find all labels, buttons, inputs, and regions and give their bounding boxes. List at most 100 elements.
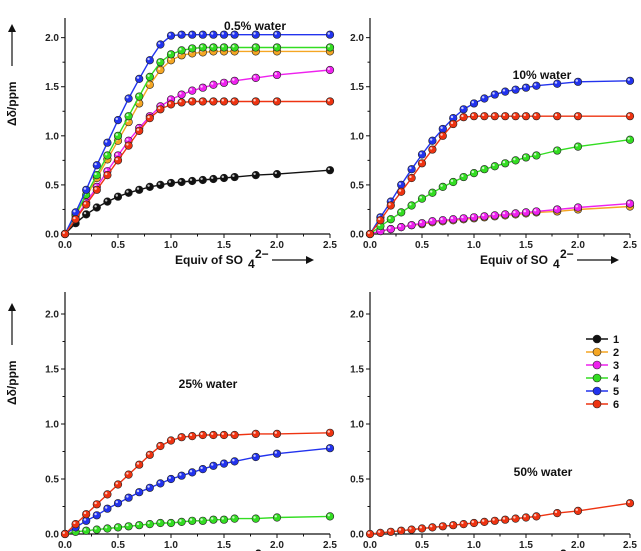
y-tick-label: 0.0	[350, 530, 364, 541]
data-point-highlight	[419, 220, 422, 224]
data-point-highlight	[274, 171, 277, 175]
data-point-highlight	[147, 115, 150, 119]
x-axis-label-superscript: 2−	[255, 247, 269, 261]
data-point-highlight	[168, 33, 171, 36]
data-point	[490, 90, 499, 99]
data-point	[532, 81, 541, 90]
data-point-highlight	[253, 99, 256, 102]
data-point	[82, 185, 91, 194]
data-point	[251, 452, 260, 462]
data-point-highlight	[115, 133, 119, 136]
data-point	[459, 113, 468, 122]
x-axis-label-subscript: 4	[553, 257, 560, 271]
data-point-highlight	[398, 182, 402, 185]
data-point-highlight	[94, 172, 97, 176]
data-point	[135, 521, 144, 530]
data-point-highlight	[575, 508, 578, 511]
data-point	[135, 92, 144, 101]
data-point-highlight	[83, 511, 87, 515]
data-point	[230, 172, 239, 182]
x-tick-label: 2.5	[623, 240, 637, 251]
data-point	[407, 173, 416, 183]
data-point-highlight	[461, 106, 464, 110]
data-point-highlight	[179, 92, 182, 95]
data-point	[625, 112, 635, 121]
data-point	[490, 211, 499, 220]
data-point	[113, 116, 123, 125]
data-point-highlight	[83, 211, 87, 215]
data-point-highlight	[94, 205, 97, 208]
data-point	[124, 470, 133, 479]
data-point	[272, 30, 282, 39]
data-point	[156, 105, 165, 114]
data-point	[198, 83, 207, 92]
data-point	[156, 479, 165, 488]
data-point-highlight	[136, 187, 140, 190]
data-point	[135, 460, 144, 469]
series-6	[60, 428, 335, 539]
series-line	[64, 100, 330, 235]
data-point	[428, 136, 437, 145]
data-point-highlight	[73, 216, 76, 220]
data-point	[365, 229, 375, 239]
y-axis-label: Δδ/ppm	[5, 81, 19, 126]
data-point	[145, 483, 154, 492]
data-point	[92, 511, 101, 520]
data-point-highlight	[126, 523, 129, 527]
data-point	[92, 203, 101, 212]
y-tick-label: 0.0	[45, 530, 59, 541]
data-point	[60, 229, 70, 239]
data-point-highlight	[232, 99, 235, 102]
data-point-highlight	[253, 45, 256, 48]
series-2	[365, 202, 635, 239]
data-point	[145, 114, 154, 123]
data-point-highlight	[575, 79, 578, 82]
data-point-highlight	[115, 117, 119, 121]
data-point	[251, 170, 260, 180]
data-point-highlight	[409, 222, 412, 226]
data-point-highlight	[575, 113, 578, 117]
data-point	[219, 173, 229, 183]
data-point-highlight	[179, 473, 182, 476]
data-point	[573, 77, 583, 86]
data-point	[145, 72, 154, 82]
data-point	[521, 513, 531, 522]
series-line	[369, 80, 631, 235]
data-point	[625, 135, 635, 144]
x-tick-label: 0.5	[111, 240, 125, 251]
data-point-highlight	[221, 80, 224, 83]
x-axis-label-superscript: 2−	[560, 247, 574, 261]
data-point	[198, 43, 207, 52]
data-point	[272, 70, 282, 80]
data-point	[407, 525, 416, 534]
y-tick-label: 1.5	[45, 82, 59, 93]
data-point	[156, 518, 165, 528]
data-point-highlight	[115, 157, 119, 161]
data-point-highlight	[126, 495, 129, 498]
data-point	[501, 87, 510, 96]
data-point	[219, 97, 229, 106]
data-point-highlight	[492, 92, 495, 95]
data-point	[397, 526, 406, 535]
data-point	[92, 525, 101, 534]
data-point-highlight	[168, 97, 171, 100]
data-point	[397, 187, 406, 196]
data-point	[188, 86, 197, 95]
data-point	[532, 112, 541, 121]
data-point-highlight	[367, 231, 370, 234]
data-point-highlight	[450, 121, 454, 125]
data-point	[532, 207, 541, 216]
data-point-highlight	[430, 525, 433, 528]
data-point	[209, 515, 218, 524]
data-point-highlight	[575, 205, 578, 208]
data-point-highlight	[398, 210, 402, 213]
data-point	[177, 98, 186, 107]
data-point-highlight	[73, 210, 76, 213]
data-point-highlight	[221, 175, 224, 179]
data-point	[188, 44, 197, 53]
data-point	[573, 506, 583, 516]
data-point-highlight	[253, 431, 256, 434]
data-point	[511, 209, 520, 218]
data-point	[188, 30, 197, 39]
data-point-highlight	[94, 162, 97, 166]
